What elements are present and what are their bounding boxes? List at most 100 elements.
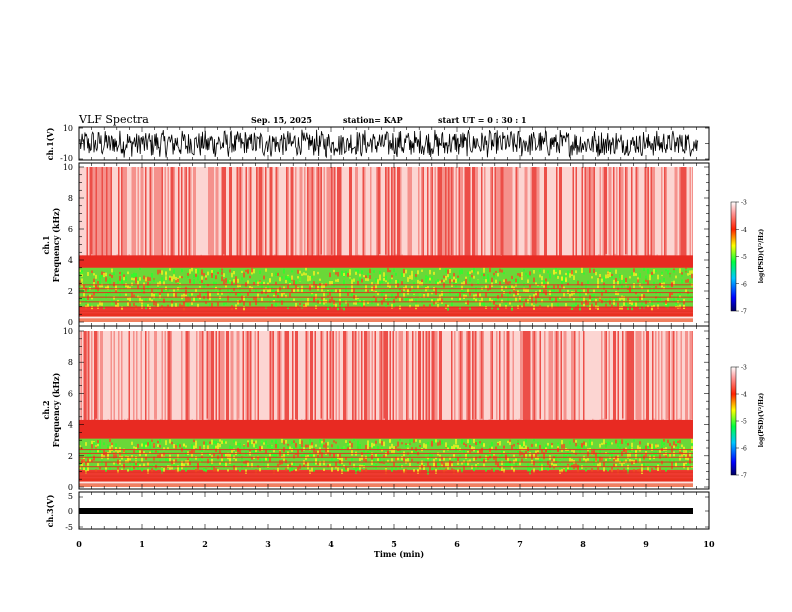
spectrogram-speckle (361, 278, 363, 283)
spectrogram-speckle (403, 457, 405, 462)
spectrogram-streak (415, 331, 417, 428)
spectrogram-speckle (473, 438, 475, 444)
spectrogram-speckle (361, 270, 363, 274)
spectrogram-speckle (509, 301, 511, 305)
spectrogram-speckle (541, 289, 543, 295)
spectrogram-speckle (423, 304, 425, 309)
spectrogram-speckle (437, 298, 439, 303)
spectrogram-speckle (687, 466, 689, 471)
spectrogram-speckle (195, 273, 197, 277)
spectrogram-speckle (679, 449, 681, 454)
spectrogram-speckle (129, 461, 131, 465)
spectrogram-speckle (673, 441, 675, 446)
spectrogram-speckle (315, 458, 317, 461)
spectrogram-streak (400, 331, 402, 420)
spectrogram-speckle (451, 463, 453, 467)
spectrogram-speckle (297, 276, 299, 279)
spectrogram-streak (284, 331, 286, 424)
spectrogram-streak (686, 331, 688, 428)
spectrogram-speckle (533, 277, 535, 283)
spectrogram-streak (401, 167, 403, 255)
spectrogram-speckle (119, 271, 121, 275)
spectrogram-streak (470, 167, 472, 264)
spectrogram-speckle (273, 449, 275, 453)
spectrogram-streak (643, 331, 645, 426)
spectrogram-streak (340, 167, 342, 264)
colorbar-tick-label: -6 (741, 281, 747, 288)
spectrogram-speckle (665, 269, 667, 272)
spectrogram-streak (602, 167, 604, 256)
spectrogram-speckle (221, 440, 223, 444)
spectrogram-speckle (205, 441, 207, 446)
spectrogram-speckle (467, 300, 469, 305)
spectrogram-speckle (645, 278, 647, 282)
spectrogram-speckle (557, 442, 559, 447)
spectrogram-speckle (345, 469, 347, 473)
spectrogram-speckle (245, 469, 247, 474)
spectrogram-speckle (235, 441, 237, 446)
spectrogram-speckle (99, 448, 101, 454)
spectrogram-speckle (217, 443, 219, 447)
spectrogram-streak (482, 167, 484, 257)
spectrogram-speckle (483, 275, 485, 280)
spectrogram-streak (422, 331, 424, 424)
spectrogram-speckle (609, 451, 611, 454)
spectrogram-speckle (179, 444, 181, 448)
spectrogram-speckle (427, 292, 429, 297)
spectrogram-speckle (245, 463, 247, 468)
spectrogram-streak (119, 331, 121, 425)
spectrogram-speckle (309, 439, 311, 444)
spectrogram-speckle (465, 443, 467, 447)
spectrogram-speckle (247, 269, 249, 274)
spectrogram-speckle (201, 449, 203, 452)
spectrogram-speckle (693, 458, 695, 462)
spectrogram-speckle (343, 272, 345, 276)
spectrogram-speckle (609, 442, 611, 445)
spectrogram-speckle (129, 297, 131, 302)
spectrogram-streak (109, 167, 111, 259)
spectrogram-speckle (379, 277, 381, 281)
spectrogram-streak (584, 167, 586, 266)
spectrogram-speckle (467, 450, 469, 454)
spectrogram-speckle (95, 288, 97, 292)
spectrogram-speckle (547, 305, 549, 308)
spectrogram-streak (392, 331, 394, 422)
spectrogram-streak (593, 331, 595, 420)
spectrogram-speckle (635, 459, 637, 464)
spectrogram-speckle (375, 453, 377, 457)
spectrogram-speckle (523, 302, 525, 307)
spectrogram-speckle (333, 460, 335, 463)
spectrogram-streak (229, 331, 231, 423)
spectrogram-speckle (393, 462, 395, 467)
spectrogram-streak (406, 167, 408, 263)
spectrogram-speckle (469, 459, 471, 463)
spectrogram-speckle (649, 276, 651, 281)
spectrogram-speckle (257, 281, 259, 286)
spectrogram-streak (95, 331, 97, 419)
ch1-spectrogram-ylabel-channel: ch.1 (41, 235, 51, 254)
spectrogram-speckle (403, 468, 405, 474)
spectrogram-speckle (623, 296, 625, 302)
spectrogram-streak (107, 331, 109, 419)
spectrogram-streak (458, 331, 460, 423)
spectrogram-speckle (467, 271, 469, 276)
spectrogram-speckle (413, 282, 415, 285)
spectrogram-speckle (451, 301, 453, 306)
spectrogram-speckle (401, 456, 403, 461)
spectrogram-speckle (219, 439, 221, 442)
spectrogram-speckle (135, 463, 137, 466)
spectrogram-streak (544, 331, 546, 425)
spectrogram-speckle (439, 280, 441, 284)
spectrogram-streak (272, 331, 274, 431)
spectrogram-speckle (505, 286, 507, 289)
spectrogram-streak (554, 331, 556, 431)
spectrogram-streak (440, 331, 442, 426)
spectrogram-speckle (525, 454, 527, 459)
spectrogram-streak (271, 167, 273, 262)
spectrogram-speckle (505, 278, 507, 284)
spectrogram-speckle (293, 280, 295, 285)
spectrogram-speckle (281, 276, 283, 279)
spectrogram-speckle (417, 270, 419, 275)
spectrogram-speckle (249, 289, 251, 292)
spectrogram-streak (95, 167, 97, 266)
